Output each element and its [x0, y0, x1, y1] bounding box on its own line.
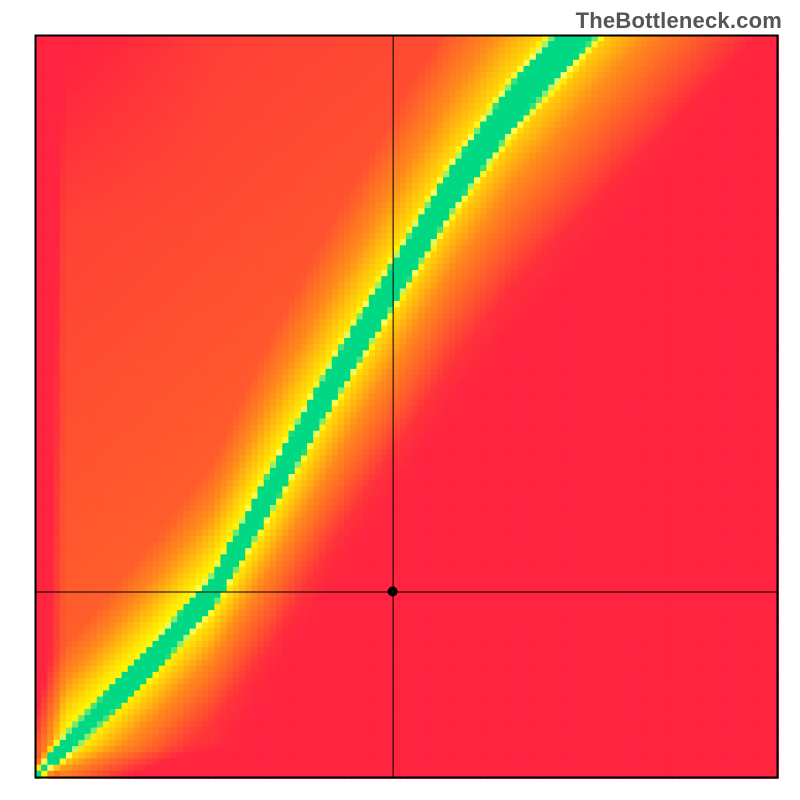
bottleneck-heatmap [0, 0, 800, 800]
watermark-label: TheBottleneck.com [576, 8, 782, 34]
